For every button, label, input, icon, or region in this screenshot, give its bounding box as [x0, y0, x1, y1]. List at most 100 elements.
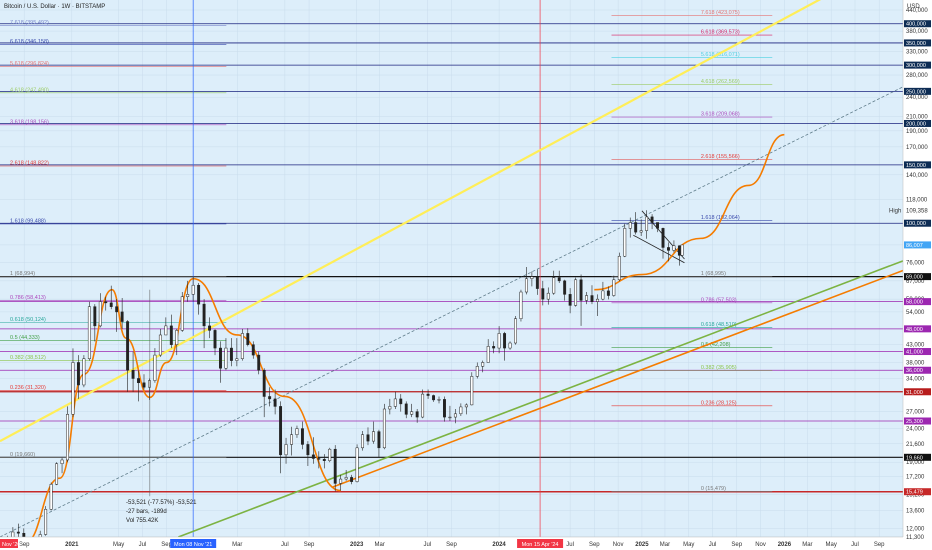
fib-level-label: 0 (19,660)	[10, 452, 35, 458]
candle-body	[535, 276, 539, 289]
candle-body	[399, 398, 403, 405]
candle-body	[437, 399, 441, 401]
candle-body	[634, 222, 638, 233]
x-tick-label: Mar	[802, 542, 812, 548]
candle-body	[617, 255, 621, 281]
candle-body	[158, 334, 162, 356]
price-badge-label: 36,000	[906, 368, 923, 374]
y-tick-label: 170,000	[906, 145, 928, 151]
x-tick-label: Jul	[423, 542, 431, 548]
fib-level-label: 7.618 (423,075)	[701, 10, 740, 16]
candle-body	[300, 428, 304, 445]
high-marker-value: 109,358	[906, 208, 928, 214]
candle-body	[612, 279, 616, 296]
x-tick-label: Sep	[446, 542, 457, 548]
x-tick-label: 2026	[778, 542, 792, 548]
y-tick-label: 11,300	[906, 535, 925, 541]
candle-body	[680, 244, 684, 256]
price-badge	[904, 417, 931, 425]
fib-level-label: 0.382 (38,512)	[10, 355, 46, 361]
candle-body	[246, 333, 250, 345]
y-tick-label: 38,000	[906, 360, 925, 366]
candle-body	[104, 301, 108, 304]
candle-body	[628, 222, 632, 229]
candle-body	[519, 291, 523, 319]
candle-body	[202, 303, 206, 327]
candle-body	[235, 358, 239, 361]
candle-body	[273, 398, 277, 407]
candle-body	[639, 230, 643, 233]
candle-body	[87, 306, 91, 359]
fib-level-label: 0 (15,479)	[701, 486, 726, 492]
candle-body	[514, 318, 517, 344]
chart-title: Bitcoin / U.S. Dollar · 1W · BITSTAMP	[4, 4, 105, 10]
candle-body	[497, 333, 501, 349]
price-badge	[904, 388, 931, 396]
y-tick-label: 15,200	[906, 492, 925, 498]
candle-body	[213, 330, 217, 349]
candle-body	[262, 369, 266, 397]
x-tick-label: Jul	[281, 542, 289, 548]
price-badge	[904, 453, 931, 461]
price-badge-label: 69,000	[906, 275, 923, 281]
candle-body	[486, 346, 490, 363]
candle-body	[661, 228, 665, 248]
candle-body	[251, 344, 255, 356]
candle-body	[148, 380, 151, 388]
price-badge-label: 19,660	[906, 455, 923, 461]
candle-body	[393, 398, 397, 407]
orange-curve	[594, 133, 785, 291]
y-tick-label: 27,000	[906, 410, 925, 416]
candle-body	[191, 284, 195, 295]
price-badge-label: 300,000	[906, 63, 926, 69]
price-badge-label: 48,000	[906, 327, 923, 333]
trendline-olive	[178, 260, 903, 537]
fib-level-label: 0.786 (58,413)	[10, 295, 46, 301]
candle-body	[98, 301, 102, 327]
x-tick-label: May	[113, 542, 124, 548]
candle-body	[361, 434, 364, 449]
candle-body	[219, 347, 222, 369]
candle-body	[180, 296, 184, 331]
candle-body	[60, 459, 64, 464]
x-tick-label: Sep	[874, 542, 885, 548]
y-tick-label: 210,000	[906, 114, 928, 120]
candle-body	[328, 448, 332, 461]
candle-body	[322, 458, 326, 461]
candle-body	[552, 277, 556, 294]
candle-body	[410, 411, 414, 415]
candle-body	[126, 321, 130, 371]
fib-level-label: 0.786 (57,503)	[701, 297, 737, 303]
fib-level-label: 0.618 (50,124)	[10, 317, 46, 323]
candle-body	[344, 477, 348, 480]
fib-level-label: 4.618 (262,569)	[701, 79, 740, 85]
x-tick-label: Jul	[139, 542, 147, 548]
candle-body	[415, 411, 419, 418]
price-badge	[904, 348, 931, 356]
candle-body	[541, 288, 545, 300]
x-tick-label: Mar	[660, 542, 670, 548]
price-badge-label: 25,300	[906, 419, 923, 425]
y-tick-label: 21,600	[906, 442, 925, 448]
price-badge-label: 100,000	[906, 221, 926, 227]
candle-body	[268, 396, 272, 400]
candle-body	[481, 362, 485, 367]
date-badge-label: Mon 08 Nov '21	[174, 542, 212, 548]
candle-body	[645, 216, 649, 231]
candle-body	[574, 279, 578, 306]
candle-body	[339, 478, 343, 484]
fib-level-label: 0.5 (42,208)	[701, 342, 731, 348]
fib-level-label: 5.618 (296,824)	[10, 61, 49, 67]
candle-body	[76, 362, 80, 386]
x-tick-label: Nov	[613, 542, 624, 548]
x-tick-label: 2021	[65, 542, 79, 548]
y-tick-label: 17,200	[906, 475, 925, 481]
candle-body	[672, 245, 676, 251]
time-axis-panel	[0, 537, 932, 550]
candle-body	[421, 393, 425, 418]
x-tick-label: 2023	[350, 542, 364, 548]
y-tick-label: 240,000	[906, 95, 928, 101]
candle-body	[131, 369, 135, 379]
candle-body	[382, 408, 386, 449]
x-tick-label: Sep	[161, 542, 172, 548]
